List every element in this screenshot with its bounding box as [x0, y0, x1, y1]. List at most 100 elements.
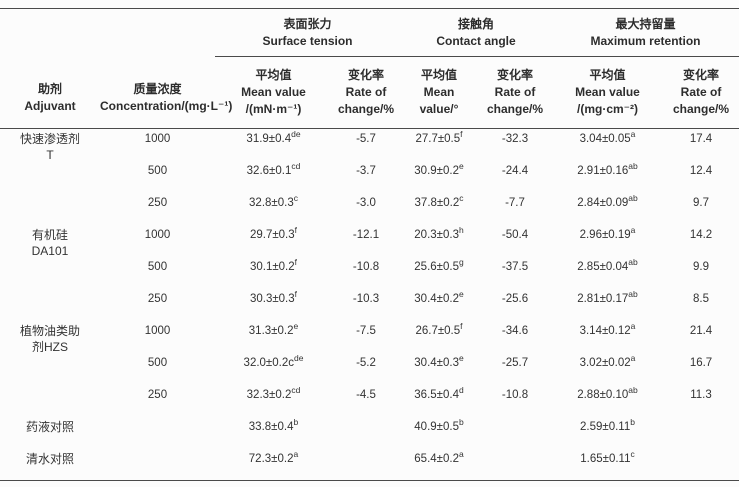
st-mean-cell: 32.8±0.3c — [249, 192, 298, 209]
significance-superscript: f — [460, 320, 463, 331]
ca-rate-cell: -34.6 — [501, 324, 529, 337]
significance-superscript: a — [293, 448, 299, 459]
maximum-retention-label-zh: 最大持留量 — [615, 16, 676, 31]
mr-rate-cell: 12.4 — [689, 164, 713, 177]
significance-superscript: e — [458, 160, 464, 171]
st-rate-cell: -10.3 — [352, 292, 380, 305]
mr-rate-cell: 9.9 — [693, 260, 709, 273]
adjuvant-cell: 清水对照 — [25, 451, 74, 466]
ca-rate-cell: -24.4 — [501, 164, 529, 177]
table-row: 250 32.8±0.3c -3.0 37.8±0.2c -7.7 2.84±0.09ab… — [0, 193, 739, 225]
subcol-mr-rate: 变化率 Rate of change/% — [663, 56, 739, 129]
concentration-cell: 500 — [147, 356, 168, 369]
st-mean-cell: 31.3±0.2e — [248, 320, 299, 337]
table-row: 快速渗透剂 T 1000 31.9±0.4de -5.7 27.7±0.5f -32.3 3.… — [0, 129, 739, 162]
table-row: 药液对照 33.8±0.4b 40.9±0.5b 2.59±0.11b — [0, 417, 739, 449]
concentration-cell — [100, 449, 215, 481]
mr-mean-cell: 2.85±0.04ab — [577, 256, 638, 273]
st-mean-cell: 32.3±0.2cd — [246, 384, 301, 401]
col-header-concentration-en: Concentration/(mg·L⁻¹) — [100, 99, 233, 113]
mr-rate-cell: 17.4 — [689, 133, 713, 145]
ca-rate-cell: -10.8 — [501, 388, 529, 401]
ca-mean-cell: 36.5±0.4d — [414, 384, 464, 401]
col-group-surface-tension: 表面张力 Surface tension — [215, 8, 400, 57]
maximum-retention-label-en: Maximum retention — [590, 33, 701, 48]
table-row: 500 32.6±0.1cd -3.7 30.9±0.2e -24.4 2.91±0.16… — [0, 161, 739, 193]
mr-mean-cell: 3.14±0.12a — [579, 320, 636, 337]
st-rate-cell: -5.2 — [356, 356, 376, 369]
mr-rate-cell: 9.7 — [693, 196, 709, 209]
table-row: 清水对照 72.3±0.2a 65.4±0.2a 1.65±0.11c — [0, 449, 739, 481]
col-header-adjuvant-zh: 助剂 — [37, 82, 62, 96]
subcol-st-rate: 变化率 Rate of change/% — [332, 56, 400, 129]
mr-mean-cell: 2.84±0.09ab — [577, 192, 638, 209]
table-row: 植物油类助 剂HZS 1000 31.3±0.2e -7.5 26.7±0.5f -34.6… — [0, 321, 739, 353]
significance-superscript: c — [630, 448, 635, 459]
significance-superscript: ab — [628, 160, 638, 171]
sub-header-row: 平均值 Mean value /(mN·m⁻¹) 变化率 Rate of cha… — [0, 56, 739, 129]
mr-mean-cell: 2.91±0.16ab — [577, 160, 638, 177]
mr-mean-cell: 2.96±0.19a — [579, 224, 636, 241]
concentration-cell: 500 — [147, 260, 168, 273]
concentration-cell: 1000 — [144, 324, 171, 337]
surface-tension-label-en: Surface tension — [262, 33, 353, 48]
adjuvant-cell: 植物油类助 剂HZS — [19, 323, 80, 354]
mr-rate-cell: 16.7 — [689, 356, 713, 369]
significance-superscript: b — [458, 416, 464, 427]
ca-mean-cell: 30.4±0.3e — [414, 352, 464, 369]
subcol-ca-rate: 变化率 Rate of change/% — [478, 56, 552, 129]
results-table-container: 助剂 Adjuvant 质量浓度 Concentration/(mg·L⁻¹) … — [0, 8, 739, 481]
concentration-cell: 500 — [147, 164, 168, 177]
table-row: 250 30.3±0.3f -10.3 30.4±0.2e -25.6 2.81±0.17… — [0, 289, 739, 321]
significance-superscript: ab — [628, 192, 638, 203]
significance-superscript: f — [294, 224, 298, 235]
st-rate-cell: -3.0 — [356, 196, 376, 209]
significance-superscript: d — [458, 384, 464, 395]
significance-superscript: h — [458, 224, 464, 235]
concentration-cell: 1000 — [144, 228, 171, 241]
st-rate-cell: -12.1 — [352, 228, 380, 241]
significance-superscript: f — [460, 129, 463, 140]
ca-mean-cell: 30.4±0.2e — [414, 288, 464, 305]
mr-rate-cell: 8.5 — [693, 292, 709, 305]
table-row: 250 32.3±0.2cd -4.5 36.5±0.4d -10.8 2.88±0.10… — [0, 385, 739, 417]
ca-rate-cell: -25.6 — [501, 292, 529, 305]
st-rate-cell: -4.5 — [356, 388, 376, 401]
st-mean-cell: 30.3±0.3f — [249, 288, 298, 305]
col-header-adjuvant: 助剂 Adjuvant — [0, 8, 100, 129]
concentration-cell: 250 — [147, 196, 168, 209]
mr-mean-cell: 1.65±0.11c — [580, 448, 635, 465]
significance-superscript: f — [294, 256, 298, 267]
mr-mean-cell: 2.88±0.10ab — [577, 384, 638, 401]
results-table: 助剂 Adjuvant 质量浓度 Concentration/(mg·L⁻¹) … — [0, 8, 739, 481]
st-mean-cell: 31.9±0.4de — [246, 129, 301, 145]
subcol-mr-mean: 平均值 Mean value /(mg·cm⁻²) — [552, 56, 663, 129]
ca-rate-cell — [478, 449, 552, 481]
significance-superscript: g — [458, 256, 464, 267]
st-rate-cell — [332, 417, 400, 449]
st-mean-cell: 32.0±0.2cde — [243, 352, 304, 369]
significance-superscript: a — [630, 352, 636, 363]
ca-mean-cell: 37.8±0.2c — [414, 192, 464, 209]
mr-rate-cell: 14.2 — [689, 228, 713, 241]
st-rate-cell: -5.7 — [356, 133, 376, 145]
adjuvant-cell: 快速渗透剂 T — [19, 132, 80, 162]
mr-rate-cell — [663, 449, 739, 481]
ca-mean-cell: 40.9±0.5b — [414, 416, 464, 433]
st-rate-cell: -7.5 — [356, 324, 376, 337]
st-rate-cell: -10.8 — [352, 260, 380, 273]
table-row: 有机硅 DA101 1000 29.7±0.3f -12.1 20.3±0.3h -50.4… — [0, 225, 739, 257]
mr-rate-cell: 21.4 — [689, 324, 713, 337]
adjuvant-cell: 药液对照 — [25, 419, 74, 434]
adjuvant-cell: 有机硅 DA101 — [31, 227, 69, 258]
ca-mean-cell: 30.9±0.2e — [414, 160, 464, 177]
significance-superscript: ab — [628, 384, 638, 395]
st-mean-cell: 32.6±0.1cd — [246, 160, 301, 177]
concentration-cell: 1000 — [144, 133, 171, 145]
contact-angle-label-en: Contact angle — [436, 33, 516, 48]
ca-mean-cell: 26.7±0.5f — [415, 320, 463, 337]
ca-mean-cell: 27.7±0.5f — [415, 129, 463, 145]
ca-mean-cell: 25.6±0.5g — [414, 256, 464, 273]
st-mean-cell: 29.7±0.3f — [249, 224, 298, 241]
significance-superscript: f — [294, 288, 298, 299]
